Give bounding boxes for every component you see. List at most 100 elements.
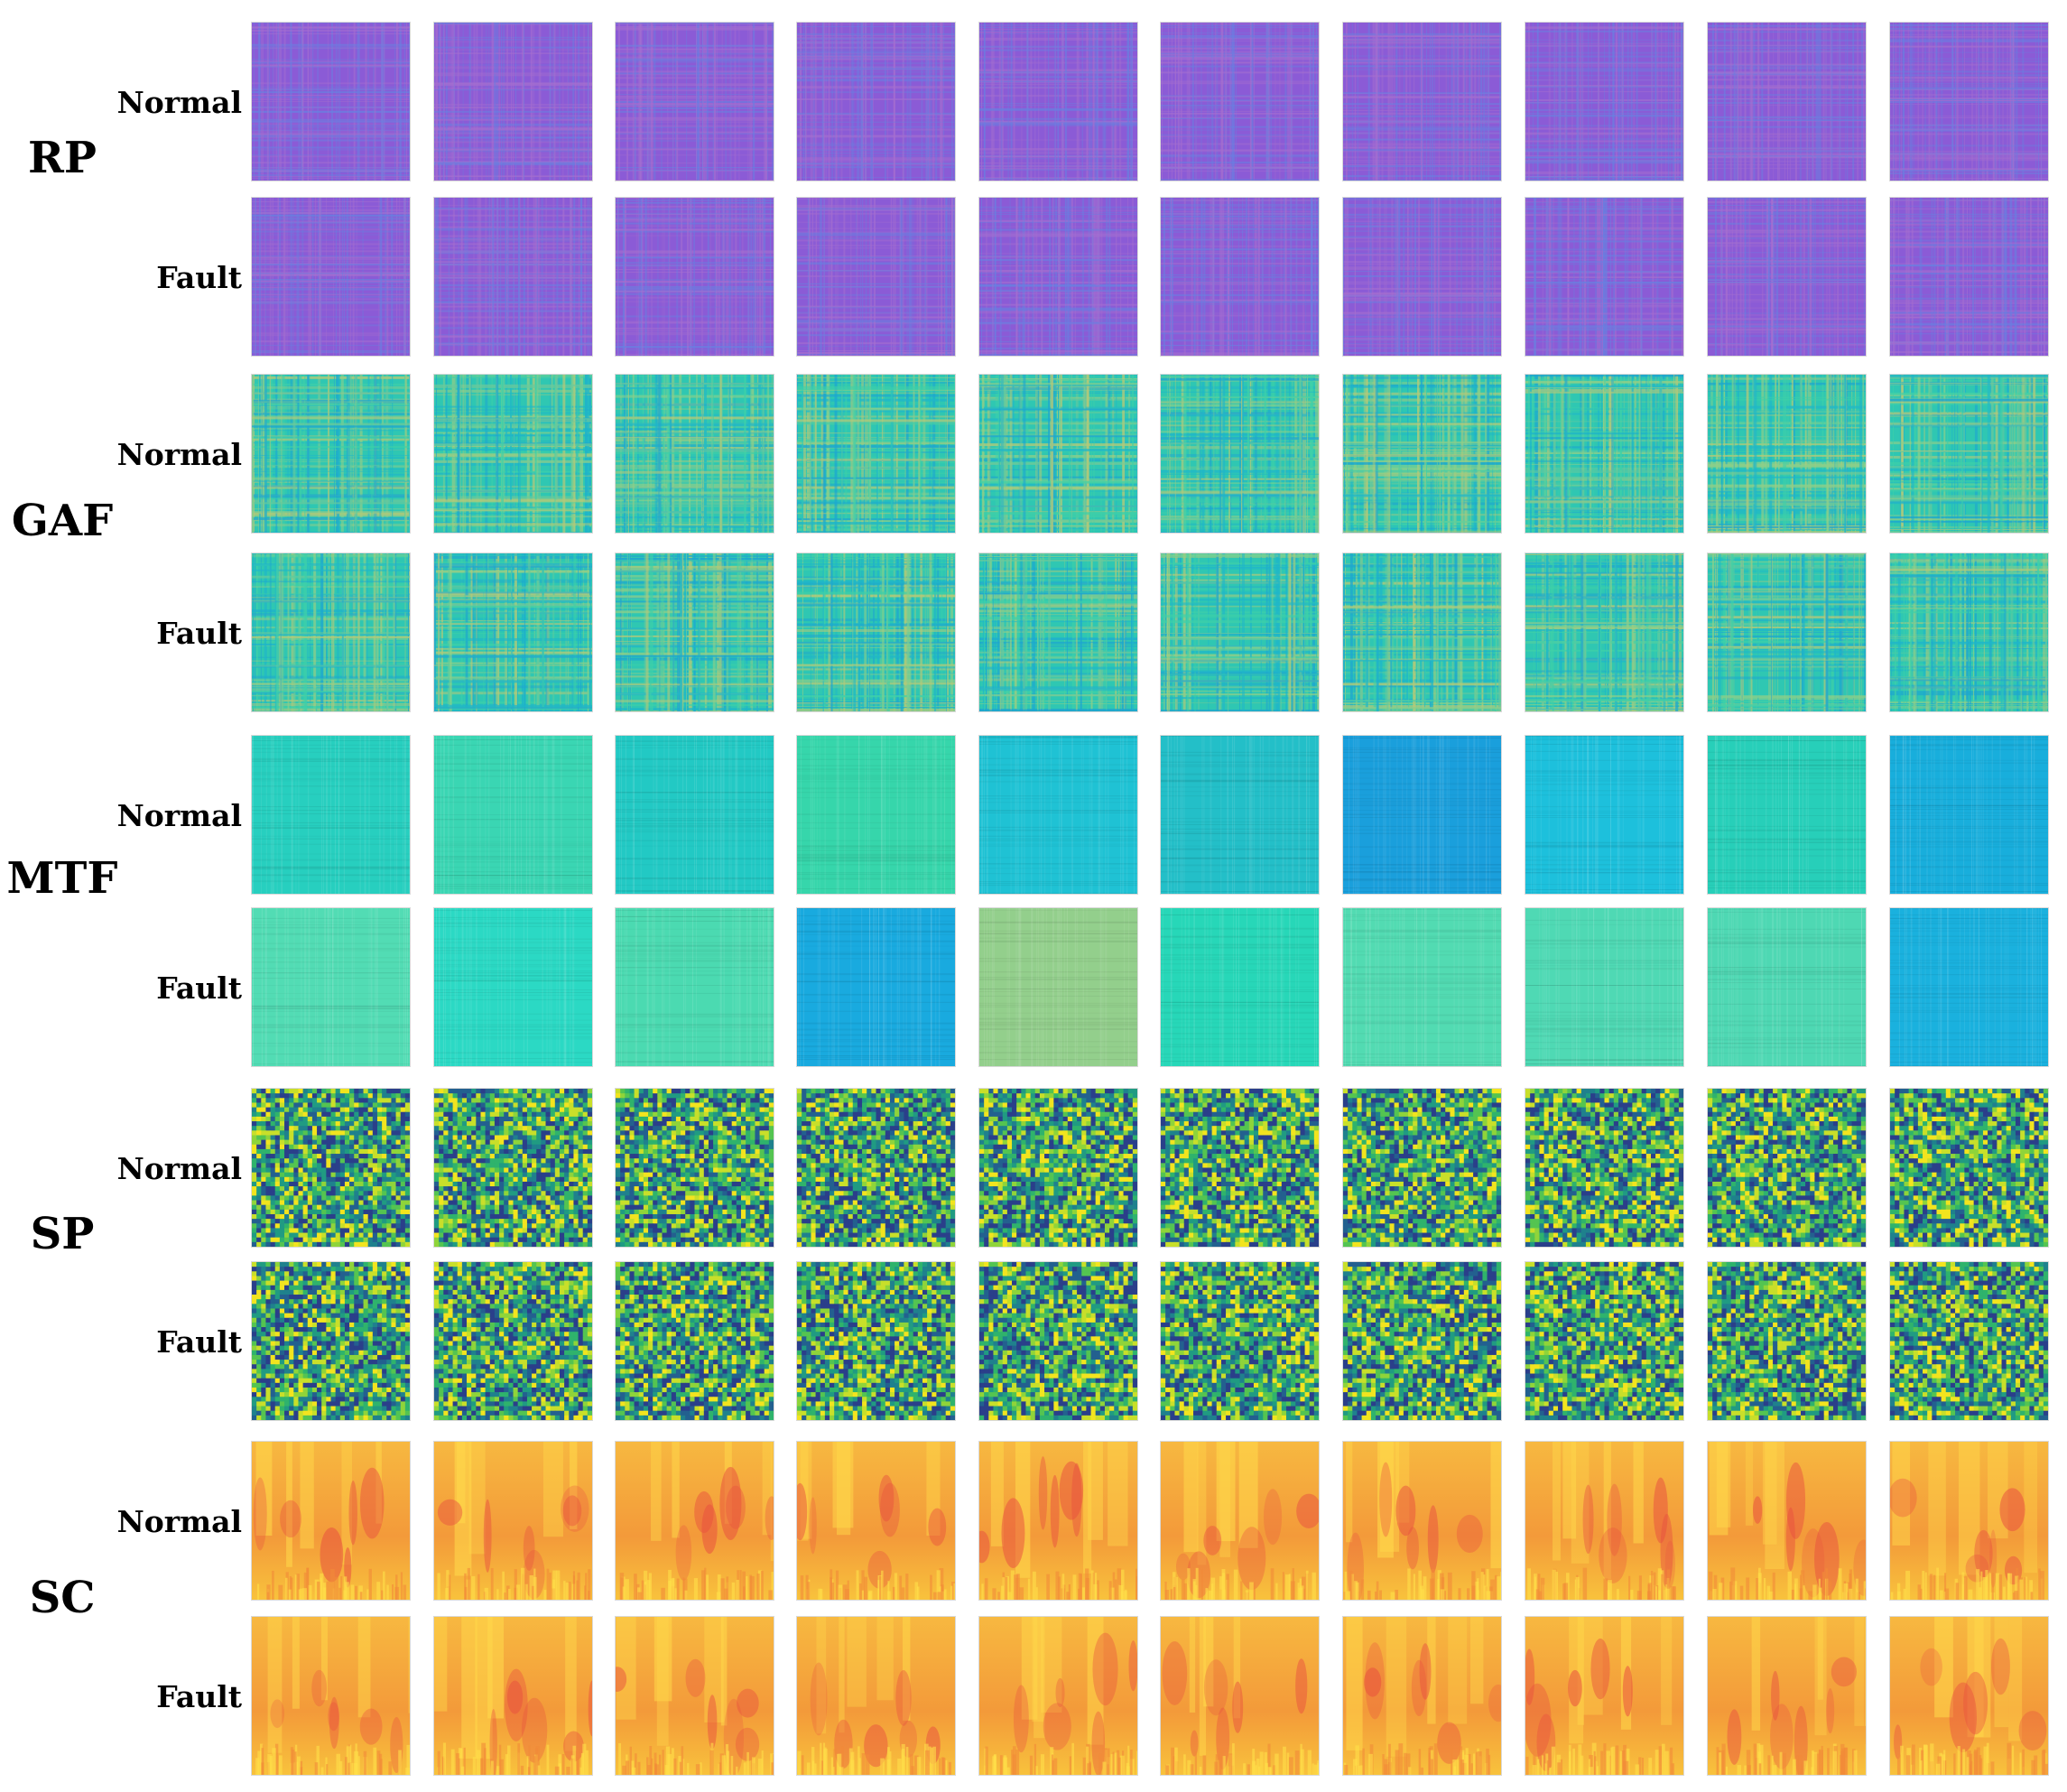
panel-rp-fault-8	[1525, 197, 1684, 357]
panel-rp-fault-3	[615, 197, 774, 357]
panel-sc-normal-7	[1342, 1441, 1502, 1601]
panel-rp-normal-5	[978, 22, 1138, 181]
panel-rp-normal-3	[615, 22, 774, 181]
panel-mtf-normal-2	[433, 735, 593, 895]
panel-mtf-fault-3	[615, 907, 774, 1067]
condition-label-normal: Normal	[107, 801, 242, 831]
panel-mtf-normal-10	[1889, 735, 2049, 895]
panel-sp-fault-7	[1342, 1261, 1502, 1421]
panel-rp-normal-6	[1160, 22, 1320, 181]
condition-label-normal: Normal	[107, 1154, 242, 1184]
panel-sc-fault-5	[978, 1616, 1138, 1776]
panel-rp-normal-8	[1525, 22, 1684, 181]
panel-rp-fault-4	[796, 197, 956, 357]
condition-label-fault: Fault	[107, 618, 242, 648]
panel-mtf-fault-2	[433, 907, 593, 1067]
panel-gaf-fault-8	[1525, 552, 1684, 712]
method-label-rp: RP	[4, 136, 121, 180]
panel-gaf-normal-2	[433, 374, 593, 534]
panel-gaf-fault-10	[1889, 552, 2049, 712]
method-label-sp: SP	[4, 1212, 121, 1256]
panel-sc-fault-8	[1525, 1616, 1684, 1776]
panel-sp-normal-1	[251, 1088, 411, 1248]
panel-rp-normal-7	[1342, 22, 1502, 181]
panel-mtf-normal-3	[615, 735, 774, 895]
condition-label-fault: Fault	[107, 1327, 242, 1357]
panel-sp-fault-5	[978, 1261, 1138, 1421]
panel-gaf-fault-4	[796, 552, 956, 712]
panel-sc-normal-9	[1707, 1441, 1867, 1601]
panel-sc-fault-2	[433, 1616, 593, 1776]
panel-rp-fault-7	[1342, 197, 1502, 357]
panel-sp-normal-4	[796, 1088, 956, 1248]
panel-rp-fault-9	[1707, 197, 1867, 357]
panel-mtf-fault-8	[1525, 907, 1684, 1067]
panel-mtf-fault-10	[1889, 907, 2049, 1067]
panel-sc-fault-6	[1160, 1616, 1320, 1776]
method-label-gaf: GAF	[4, 499, 121, 543]
panel-sp-fault-6	[1160, 1261, 1320, 1421]
panel-rp-fault-5	[978, 197, 1138, 357]
panel-sc-normal-2	[433, 1441, 593, 1601]
panel-sc-fault-9	[1707, 1616, 1867, 1776]
panel-sp-fault-8	[1525, 1261, 1684, 1421]
panel-mtf-fault-9	[1707, 907, 1867, 1067]
panel-mtf-normal-9	[1707, 735, 1867, 895]
panel-sp-normal-9	[1707, 1088, 1867, 1248]
panel-mtf-fault-5	[978, 907, 1138, 1067]
panel-sp-normal-5	[978, 1088, 1138, 1248]
panel-sp-normal-10	[1889, 1088, 2049, 1248]
panel-gaf-normal-5	[978, 374, 1138, 534]
panel-gaf-normal-9	[1707, 374, 1867, 534]
panel-sc-normal-3	[615, 1441, 774, 1601]
panel-rp-fault-10	[1889, 197, 2049, 357]
panel-sc-normal-5	[978, 1441, 1138, 1601]
panel-sp-fault-4	[796, 1261, 956, 1421]
panel-sp-fault-10	[1889, 1261, 2049, 1421]
panel-sc-normal-10	[1889, 1441, 2049, 1601]
panel-mtf-normal-7	[1342, 735, 1502, 895]
panel-gaf-fault-2	[433, 552, 593, 712]
panel-sp-normal-6	[1160, 1088, 1320, 1248]
panel-rp-fault-2	[433, 197, 593, 357]
panel-gaf-normal-10	[1889, 374, 2049, 534]
panel-gaf-normal-6	[1160, 374, 1320, 534]
panel-mtf-normal-8	[1525, 735, 1684, 895]
condition-label-normal: Normal	[107, 88, 242, 117]
panel-gaf-fault-9	[1707, 552, 1867, 712]
condition-label-fault: Fault	[107, 1682, 242, 1712]
panel-mtf-fault-4	[796, 907, 956, 1067]
panel-gaf-normal-1	[251, 374, 411, 534]
panel-sp-normal-7	[1342, 1088, 1502, 1248]
method-label-mtf: MTF	[4, 857, 121, 900]
panel-mtf-normal-4	[796, 735, 956, 895]
panel-mtf-normal-1	[251, 735, 411, 895]
panel-rp-normal-2	[433, 22, 593, 181]
panel-mtf-fault-7	[1342, 907, 1502, 1067]
panel-mtf-normal-5	[978, 735, 1138, 895]
panel-rp-fault-6	[1160, 197, 1320, 357]
panel-rp-normal-10	[1889, 22, 2049, 181]
panel-gaf-fault-5	[978, 552, 1138, 712]
panel-rp-normal-4	[796, 22, 956, 181]
panel-sp-fault-9	[1707, 1261, 1867, 1421]
panel-rp-fault-1	[251, 197, 411, 357]
panel-sp-normal-8	[1525, 1088, 1684, 1248]
panel-sc-fault-1	[251, 1616, 411, 1776]
panel-sc-normal-8	[1525, 1441, 1684, 1601]
panel-mtf-normal-6	[1160, 735, 1320, 895]
panel-sc-fault-4	[796, 1616, 956, 1776]
panel-sp-fault-1	[251, 1261, 411, 1421]
condition-label-normal: Normal	[107, 1507, 242, 1537]
panel-gaf-normal-3	[615, 374, 774, 534]
panel-sc-fault-10	[1889, 1616, 2049, 1776]
panel-sc-normal-6	[1160, 1441, 1320, 1601]
panel-rp-normal-9	[1707, 22, 1867, 181]
panel-gaf-fault-1	[251, 552, 411, 712]
panel-gaf-fault-3	[615, 552, 774, 712]
panel-gaf-fault-6	[1160, 552, 1320, 712]
panel-sp-normal-2	[433, 1088, 593, 1248]
panel-sc-fault-7	[1342, 1616, 1502, 1776]
condition-label-normal: Normal	[107, 440, 242, 469]
